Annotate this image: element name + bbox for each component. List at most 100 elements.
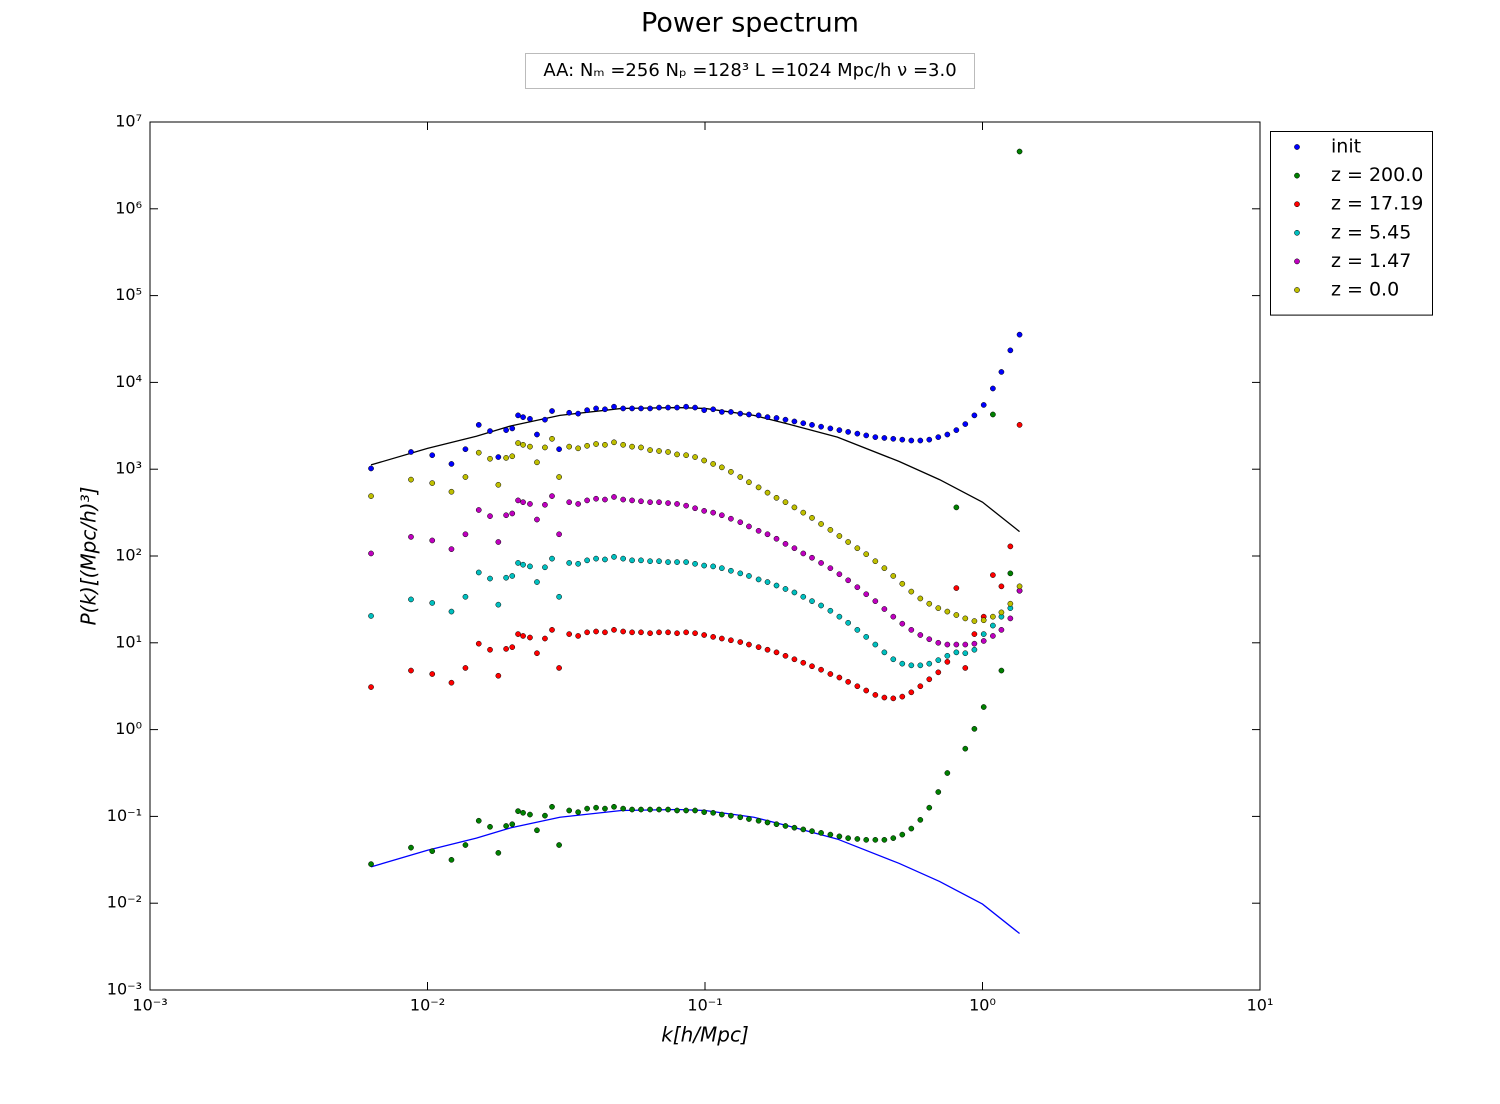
data-point <box>908 825 915 832</box>
data-point <box>566 807 573 814</box>
data-point <box>827 607 834 614</box>
data-point <box>584 407 590 413</box>
data-point <box>998 627 1005 633</box>
x-tick-label: 10⁻³ <box>132 996 167 1015</box>
data-point <box>737 570 744 577</box>
data-point <box>647 806 653 813</box>
data-point <box>1007 615 1014 622</box>
data-point <box>908 627 915 633</box>
data-point <box>845 577 852 584</box>
data-point <box>890 573 897 579</box>
data-point <box>728 515 734 522</box>
data-point <box>737 639 744 645</box>
data-point <box>620 405 626 412</box>
data-point <box>475 817 482 824</box>
data-point <box>755 412 762 419</box>
data-point <box>520 499 526 506</box>
data-point <box>549 408 555 414</box>
data-point <box>515 631 521 637</box>
data-point <box>971 640 978 647</box>
data-point <box>509 821 516 828</box>
legend-marker <box>1294 229 1300 236</box>
data-point <box>495 672 502 679</box>
data-point <box>487 428 493 434</box>
y-tick-label: 10² <box>115 546 142 565</box>
data-point <box>701 809 708 815</box>
data-point <box>890 656 897 663</box>
data-point <box>368 613 374 619</box>
data-point <box>611 403 617 410</box>
data-point <box>728 812 734 819</box>
data-point <box>674 451 680 458</box>
data-point <box>1007 570 1014 577</box>
data-point <box>1016 583 1023 590</box>
data-point <box>737 814 744 821</box>
data-point <box>863 687 870 694</box>
data-point <box>487 646 493 653</box>
data-point <box>809 828 815 835</box>
data-point <box>674 630 680 637</box>
data-point <box>602 556 608 563</box>
data-point <box>665 629 671 636</box>
data-point <box>854 627 861 633</box>
y-axis-label: P(k)[(Mpc/h)³] <box>77 487 101 626</box>
data-point <box>368 550 374 557</box>
x-tick-label: 10⁰ <box>969 996 996 1015</box>
data-point <box>990 622 996 629</box>
data-point <box>503 427 509 433</box>
data-point <box>656 558 662 565</box>
data-point <box>674 559 680 565</box>
data-point <box>448 488 455 495</box>
data-point <box>593 495 599 502</box>
data-point <box>872 558 879 565</box>
data-point <box>980 402 987 408</box>
data-point <box>800 509 807 516</box>
y-tick-label: 10⁻¹ <box>107 806 142 825</box>
data-point <box>791 504 798 511</box>
data-point <box>764 579 771 585</box>
data-point <box>990 411 996 418</box>
data-point <box>602 629 608 636</box>
data-point <box>549 555 555 562</box>
data-point <box>890 695 897 702</box>
data-point <box>998 667 1005 674</box>
data-point <box>665 559 671 565</box>
data-point <box>872 692 879 698</box>
data-point <box>495 539 502 545</box>
data-point <box>448 608 455 615</box>
data-point <box>584 442 590 449</box>
data-point <box>773 821 780 828</box>
data-point <box>845 619 852 626</box>
data-point <box>629 629 635 636</box>
data-point <box>890 613 897 620</box>
data-point <box>566 409 573 416</box>
data-point <box>638 806 644 813</box>
data-point <box>515 497 521 504</box>
data-point <box>408 449 414 455</box>
data-point <box>638 405 644 412</box>
legend-label: z = 17.19 <box>1331 193 1423 215</box>
data-point <box>462 593 469 600</box>
data-point <box>549 493 555 499</box>
data-point <box>503 574 509 581</box>
data-point <box>827 527 834 533</box>
data-point <box>665 449 671 455</box>
data-point <box>971 726 978 732</box>
data-point <box>620 555 626 562</box>
data-point <box>629 405 635 412</box>
data-point <box>515 440 521 446</box>
data-point <box>556 474 562 480</box>
data-point <box>620 441 626 448</box>
data-point <box>737 474 744 480</box>
data-point <box>854 683 861 690</box>
data-point <box>1016 148 1023 155</box>
y-tick-label: 10¹ <box>115 632 142 651</box>
data-point <box>503 512 509 519</box>
data-point <box>962 745 969 752</box>
data-point <box>665 404 671 411</box>
data-point <box>520 441 526 448</box>
data-point <box>542 416 548 423</box>
data-point <box>602 805 608 812</box>
data-point <box>527 811 533 818</box>
data-point <box>692 807 698 814</box>
